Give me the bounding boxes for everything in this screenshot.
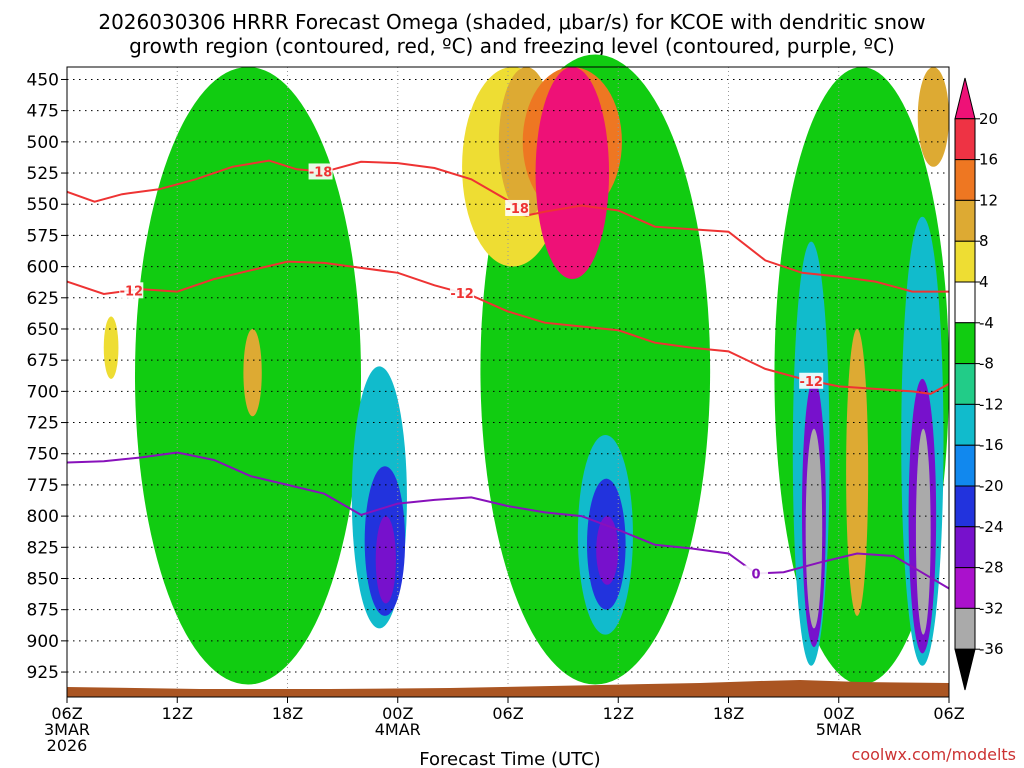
ytick-label-750: 750 — [27, 445, 59, 465]
colorbar-label-0: 20 — [979, 110, 998, 128]
contour-label-0: 0 — [752, 567, 761, 582]
x-axis-label: Forecast Time (UTC) — [419, 749, 600, 768]
colorbar-swatch-12 — [954, 567, 976, 609]
colorbar-label-9: -20 — [979, 477, 1004, 495]
contour-line--12 — [66, 260, 950, 395]
ytick-label-450: 450 — [27, 70, 59, 90]
omega-cell-22 — [103, 316, 119, 379]
xtick-date-3: 4MAR — [375, 720, 421, 739]
colorbar-swatch-11 — [954, 526, 976, 569]
ytick-label-800: 800 — [27, 507, 59, 527]
contour-label-bg-2-0 — [744, 565, 769, 582]
xtick-label-2: 18Z — [272, 704, 303, 723]
ytick-label-500: 500 — [27, 133, 59, 153]
xtick-year-0: 2026 — [47, 736, 88, 755]
ytick-label-850: 850 — [27, 569, 59, 589]
colorbar-swatch-2 — [954, 159, 976, 201]
ytick-label-825: 825 — [27, 538, 59, 558]
ytick-label-600: 600 — [27, 258, 59, 278]
colorbar-swatch-1 — [954, 118, 976, 161]
colorbar-label-11: -28 — [979, 559, 1004, 577]
xtick-label-5: 12Z — [603, 704, 634, 723]
contour-label-bg-1-1 — [450, 284, 475, 301]
colorbar-label-4: 4 — [979, 273, 989, 291]
colorbar-label-2: 12 — [979, 191, 998, 209]
chart-title-line1: 2026030306 HRRR Forecast Omega (shaded, … — [98, 10, 925, 34]
ytick-label-725: 725 — [27, 414, 59, 434]
contour-label-bg-0-0 — [308, 163, 333, 180]
plot-area: -18 -18 -12 -12 -12 0 — [66, 54, 950, 698]
ytick-label-650: 650 — [27, 320, 59, 340]
xtick-label-6: 18Z — [713, 704, 744, 723]
contour-label-bg-0-1 — [505, 199, 530, 216]
colorbar-label-6: -8 — [979, 355, 994, 373]
colorbar-label-5: -4 — [979, 314, 994, 332]
contour-label--12: -12 — [450, 287, 474, 302]
xtick-label-7: 00Z — [823, 704, 854, 723]
omega-cell-20 — [917, 67, 949, 167]
ytick-label-900: 900 — [27, 632, 59, 652]
xtick-label-4: 06Z — [492, 704, 523, 723]
colorbar-swatch-9 — [954, 444, 976, 487]
colorbar-swatch-10 — [954, 485, 976, 528]
colorbar-swatch-7 — [954, 363, 976, 405]
ytick-label-550: 550 — [27, 195, 59, 215]
xtick-label-0: 06Z — [51, 704, 82, 723]
y-axis: 450 475 500 525 550 575 600 625 650 675 700 725 750 7… — [27, 70, 67, 683]
ytick-label-575: 575 — [27, 226, 59, 246]
xtick-label-1: 12Z — [162, 704, 193, 723]
ytick-label-475: 475 — [27, 102, 59, 122]
colorbar-label-3: 8 — [979, 232, 989, 250]
xtick-label-3: 00Z — [382, 704, 413, 723]
colorbar-swatch-13 — [954, 607, 976, 650]
colorbar-label-7: -12 — [979, 395, 1004, 413]
contour-label--12: -12 — [120, 284, 144, 299]
xtick-date-0: 3MAR — [44, 720, 90, 739]
credit-text[interactable]: coolwx.com/modelts — [852, 745, 1016, 764]
colorbar-swatch-0 — [954, 77, 976, 120]
colorbar-label-13: -36 — [979, 640, 1004, 658]
omega-shading — [103, 54, 949, 685]
colorbar-swatch-14 — [954, 648, 976, 691]
ytick-label-625: 625 — [27, 289, 59, 309]
ytick-label-700: 700 — [27, 382, 59, 402]
colorbar: 20 16 12 8 4 -4 -8 -12 -16 -20 -24 -28 -32 -36 — [954, 77, 1004, 691]
colorbar-label-8: -16 — [979, 436, 1004, 454]
ytick-label-525: 525 — [27, 164, 59, 184]
contour-label--18: -18 — [309, 165, 333, 180]
ytick-label-775: 775 — [27, 476, 59, 496]
ytick-label-675: 675 — [27, 351, 59, 371]
colorbar-swatch-5 — [954, 281, 976, 324]
omega-cell-11 — [805, 428, 823, 629]
omega-cell-21 — [243, 328, 262, 417]
pressure-gridlines — [67, 67, 949, 697]
chart-title-line2: growth region (contoured, red, ºC) and f… — [129, 34, 895, 58]
colorbar-label-1: 16 — [979, 151, 998, 169]
ytick-label-875: 875 — [27, 601, 59, 621]
omega-cell-3 — [375, 516, 396, 604]
colorbar-label-12: -32 — [979, 599, 1004, 617]
omega-cell-19 — [846, 328, 869, 616]
colorbar-swatch-4 — [954, 240, 976, 283]
omega-cell-14 — [915, 428, 931, 635]
colorbar-swatch-8 — [954, 403, 976, 446]
ytick-label-925: 925 — [27, 663, 59, 683]
contour-label-bg-1-2 — [799, 372, 824, 389]
colorbar-swatch-6 — [954, 322, 976, 365]
terrain-band — [67, 680, 949, 697]
contour-label--12: -12 — [799, 375, 823, 390]
colorbar-label-10: -24 — [979, 518, 1004, 536]
contour-label--18: -18 — [505, 202, 529, 217]
contour-label-bg-1-0 — [119, 282, 144, 299]
xtick-label-8: 06Z — [933, 704, 964, 723]
colorbar-swatch-3 — [954, 199, 976, 242]
xtick-date-7: 5MAR — [816, 720, 862, 739]
temperature-contours: -18 -18 -12 -12 -12 0 — [66, 159, 950, 590]
omega-cell-7 — [596, 516, 619, 585]
contour-line-0 — [66, 451, 950, 590]
